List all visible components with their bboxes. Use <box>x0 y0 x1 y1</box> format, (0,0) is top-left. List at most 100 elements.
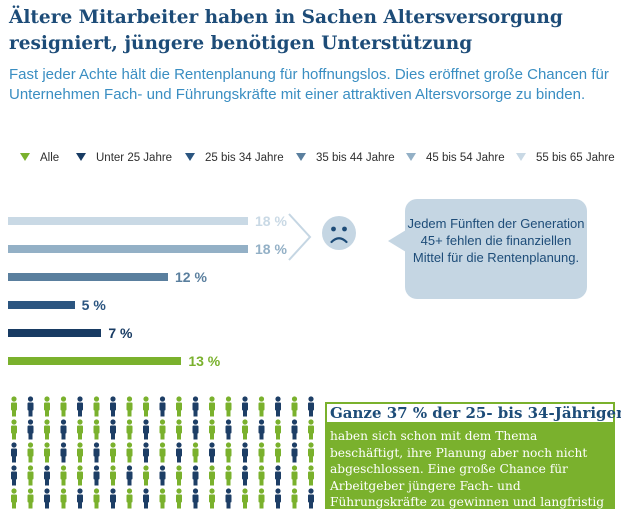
bar-6 <box>8 357 182 365</box>
person-icon <box>11 465 17 486</box>
highlight-title: Ganze 37 % der 25- bis 34-Jährigen <box>330 404 621 422</box>
bar-chart: 18 % 18 % 12 % 5 % 7 % 13 % <box>0 205 621 375</box>
person-icon <box>60 465 67 486</box>
person-icon <box>60 396 67 417</box>
legend-label: Alle <box>40 152 60 164</box>
person-icon <box>192 465 199 486</box>
person-icon <box>225 442 232 463</box>
person-icon <box>242 419 248 440</box>
person-icon <box>192 488 199 509</box>
person-icon <box>77 396 83 417</box>
legend-label: 35 bis 44 Jahre <box>316 152 395 164</box>
person-icon <box>44 465 50 486</box>
person-icon <box>77 488 83 509</box>
person-icon <box>209 396 215 417</box>
person-icon <box>291 488 298 509</box>
person-icon <box>209 442 215 463</box>
legend-item-35-44: 35 bis 44 Jahre <box>296 152 395 164</box>
person-icon <box>275 419 281 440</box>
person-icon <box>143 419 149 440</box>
bar-value-label: 18 % <box>255 241 287 257</box>
person-icon <box>110 442 116 463</box>
person-icon <box>11 442 17 463</box>
legend-item-55-65: 55 bis 65 Jahre <box>516 152 615 164</box>
person-icon <box>126 396 133 417</box>
person-icon <box>176 396 182 417</box>
person-icon <box>143 442 149 463</box>
legend-item-25-34: 25 bis 34 Jahre <box>185 152 284 164</box>
person-icon <box>27 442 34 463</box>
person-icon <box>225 419 232 440</box>
legend-marker-icon <box>185 153 195 161</box>
person-icon <box>159 442 166 463</box>
legend-item-alle: Alle <box>20 152 59 164</box>
highlight-panel <box>325 424 615 509</box>
person-icon <box>110 488 116 509</box>
person-icon <box>242 488 248 509</box>
person-icon <box>291 465 298 486</box>
bar-value-label: 12 % <box>175 269 207 285</box>
person-icon <box>308 442 314 463</box>
person-icon <box>93 419 100 440</box>
legend-marker-icon <box>20 153 30 161</box>
legend-label: Unter 25 Jahre <box>96 152 173 164</box>
person-icon <box>176 419 182 440</box>
bar-5 <box>8 329 102 337</box>
legend-marker-icon <box>76 153 86 161</box>
person-icon <box>242 442 248 463</box>
callout-text: Jedem Fünften der Generation 45+ fehlen … <box>407 216 585 265</box>
person-icon <box>275 488 281 509</box>
person-icon <box>44 442 50 463</box>
person-icon <box>275 396 281 417</box>
person-icon <box>110 419 116 440</box>
person-icon <box>159 396 166 417</box>
person-icon <box>110 396 116 417</box>
person-icon <box>27 419 34 440</box>
person-icon <box>308 465 314 486</box>
legend-marker-icon <box>406 153 416 161</box>
chart-subtitle: Fast jeder Achte hält die Rentenplanung … <box>9 66 609 103</box>
person-icon <box>44 396 50 417</box>
person-icon <box>11 488 17 509</box>
person-icon <box>225 465 232 486</box>
bar-2 <box>8 245 248 253</box>
legend-marker-icon <box>516 153 526 161</box>
person-icon <box>291 442 298 463</box>
bar-value-label: 13 % <box>188 353 221 369</box>
person-icon <box>176 465 182 486</box>
highlight-text: haben sich schon mit dem Thema beschäfti… <box>330 429 605 526</box>
person-icon <box>126 465 133 486</box>
legend-item-unter-25: Unter 25 Jahre <box>76 152 172 164</box>
person-icon <box>275 465 281 486</box>
person-icon <box>159 488 166 509</box>
person-icon <box>60 488 67 509</box>
legend-item-45-54: 45 bis 54 Jahre <box>406 152 505 164</box>
person-icon <box>11 419 17 440</box>
person-icon <box>77 465 83 486</box>
person-icon <box>192 396 199 417</box>
person-icon <box>308 396 314 417</box>
bar-value-label: 7 % <box>108 325 133 341</box>
person-icon <box>258 396 265 417</box>
people-pictogram <box>11 396 314 509</box>
person-icon <box>143 465 149 486</box>
person-icon <box>159 465 166 486</box>
bar-value-label: 5 % <box>81 297 106 313</box>
legend-marker-icon <box>296 153 306 161</box>
bar-3 <box>8 273 168 281</box>
person-icon <box>44 488 50 509</box>
person-icon <box>126 442 133 463</box>
bar-value-label: 18 % <box>255 213 287 229</box>
person-icon <box>44 419 50 440</box>
person-icon <box>77 442 83 463</box>
person-icon <box>209 465 215 486</box>
bar-1 <box>8 217 248 225</box>
person-icon <box>93 465 100 486</box>
highlight-box <box>325 402 615 424</box>
sad-face-icon <box>322 216 356 250</box>
person-icon <box>126 488 133 509</box>
person-icon <box>291 419 298 440</box>
person-icon <box>27 396 34 417</box>
person-icon <box>242 396 248 417</box>
person-icon <box>176 488 182 509</box>
